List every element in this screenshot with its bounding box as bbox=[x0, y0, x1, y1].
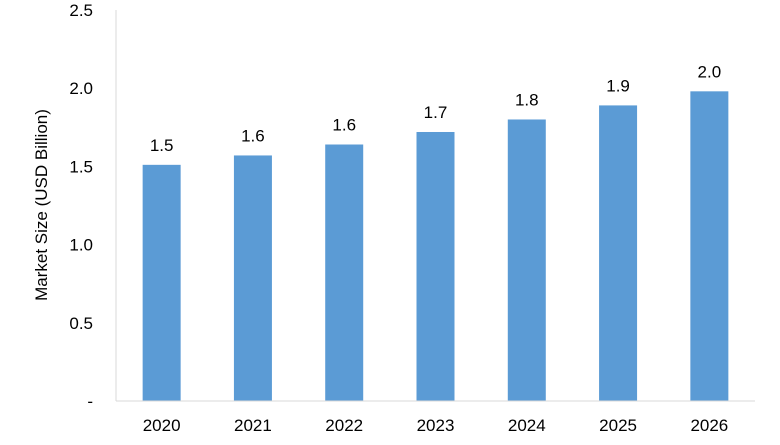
data-label: 1.6 bbox=[241, 126, 265, 145]
x-tick-label: 2020 bbox=[143, 416, 181, 435]
x-tick-label: 2024 bbox=[508, 416, 546, 435]
data-labels: 1.5 1.6 1.6 1.7 1.8 1.9 2.0 bbox=[150, 62, 721, 155]
bars bbox=[142, 91, 729, 402]
data-label: 1.6 bbox=[332, 116, 356, 135]
bar bbox=[325, 144, 364, 401]
data-label: 1.9 bbox=[606, 76, 630, 95]
x-tick-label: 2025 bbox=[599, 416, 637, 435]
y-tick-label: - bbox=[87, 392, 93, 411]
y-tick-label: 2.0 bbox=[69, 79, 93, 98]
data-label: 1.7 bbox=[424, 103, 448, 122]
data-label: 2.0 bbox=[698, 62, 722, 81]
x-tick-label: 2023 bbox=[417, 416, 455, 435]
bar bbox=[690, 91, 729, 401]
y-tick-label: 2.5 bbox=[69, 1, 93, 20]
bar bbox=[142, 164, 181, 401]
bar bbox=[599, 105, 638, 402]
x-axis-ticks: 2020 2021 2022 2023 2024 2025 2026 bbox=[143, 416, 729, 435]
data-label: 1.8 bbox=[515, 90, 539, 109]
bar bbox=[507, 119, 546, 401]
y-tick-label: 0.5 bbox=[69, 314, 93, 333]
x-tick-label: 2021 bbox=[234, 416, 272, 435]
data-label: 1.5 bbox=[150, 136, 174, 155]
bar bbox=[416, 131, 455, 401]
y-tick-label: 1.0 bbox=[69, 236, 93, 255]
bar bbox=[233, 155, 272, 401]
y-tick-label: 1.5 bbox=[69, 157, 93, 176]
x-tick-label: 2026 bbox=[690, 416, 728, 435]
x-tick-label: 2022 bbox=[325, 416, 363, 435]
y-axis-label: Market Size (USD Billion) bbox=[32, 109, 51, 301]
y-axis-ticks: - 0.5 1.0 1.5 2.0 2.5 bbox=[69, 1, 93, 411]
